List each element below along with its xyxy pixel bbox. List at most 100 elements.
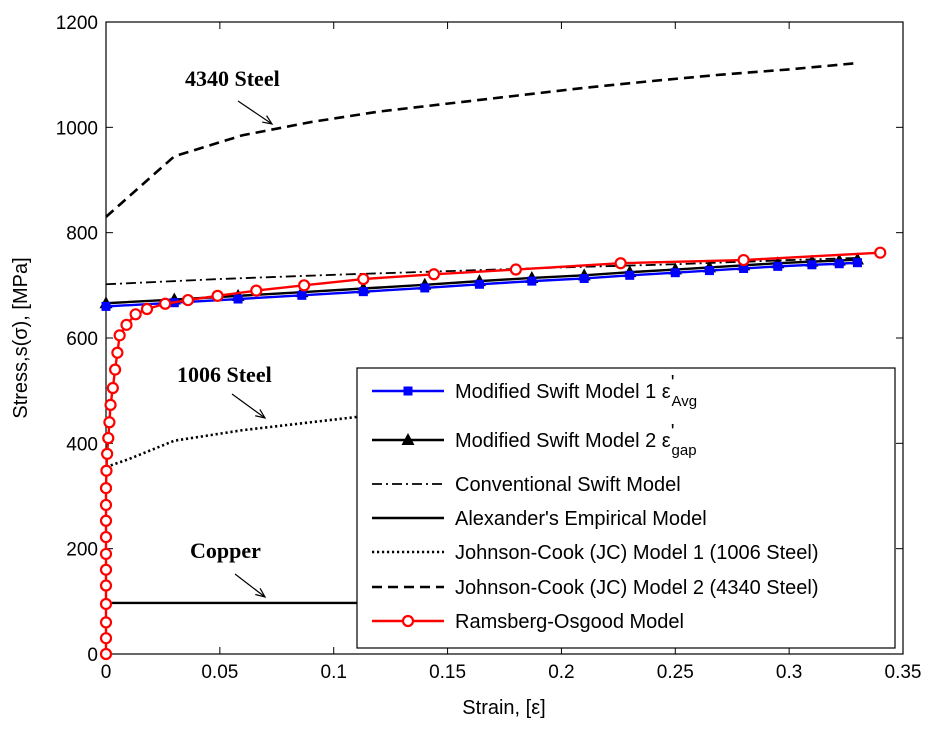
annotation-label: Copper: [190, 538, 261, 563]
data-point: [420, 283, 430, 293]
legend-marker: [401, 614, 415, 628]
y-tick-label: 400: [66, 434, 98, 455]
data-point: [99, 482, 113, 495]
x-tick-label: 0.3: [776, 662, 802, 683]
series-6: [99, 246, 887, 661]
y-tick-label: 200: [66, 540, 98, 561]
data-point: [109, 363, 122, 376]
data-point: [874, 246, 887, 259]
series-5: [105, 61, 858, 218]
data-point: [298, 279, 311, 292]
legend-label: Johnson-Cook (JC) Model 1 (1006 Steel): [455, 542, 819, 564]
data-point: [427, 268, 441, 281]
legend-label: Ramsberg-Osgood Model: [455, 611, 684, 633]
legend-item: Johnson-Cook (JC) Model 1 (1006 Steel): [372, 542, 819, 564]
series-4: [105, 415, 357, 469]
data-point: [159, 297, 172, 310]
data-point: [357, 272, 370, 286]
data-point: [129, 308, 142, 321]
data-point: [250, 284, 263, 297]
data-point: [807, 260, 817, 270]
data-point: [103, 416, 116, 429]
data-point: [670, 268, 680, 278]
legend-label: Modified Swift Model 1 ε' Avg: [455, 372, 697, 410]
data-point: [100, 464, 113, 477]
legend-item: Alexander's Empirical Model: [372, 508, 707, 530]
data-point: [704, 266, 714, 276]
data-point: [474, 279, 484, 289]
data-point: [509, 263, 522, 276]
data-point: [99, 579, 113, 592]
legend: Modified Swift Model 1 ε' Avg Modified Swi…: [356, 367, 896, 649]
axis-ticks: 0 0.05 0.1 0.15 0.2 0.25 0.3 0.35 0 200 400 600 800 1…: [56, 13, 922, 683]
annotation-arrowhead: [255, 588, 267, 598]
legend-marker: [403, 386, 413, 396]
legend-item: Johnson-Cook (JC) Model 2 (4340 Steel): [372, 577, 819, 599]
legend-label: Johnson-Cook (JC) Model 2 (4340 Steel): [455, 577, 819, 599]
data-point: [99, 632, 113, 645]
data-point: [99, 616, 113, 629]
data-point: [102, 431, 115, 445]
x-tick-label: 0.15: [429, 662, 466, 683]
data-point: [625, 270, 635, 280]
legend-item: Ramsberg-Osgood Model: [372, 611, 684, 633]
x-tick-label: 0.25: [657, 662, 694, 683]
legend-label: Conventional Swift Model: [455, 474, 681, 496]
y-tick-label: 1000: [56, 118, 98, 139]
x-tick-label: 0.2: [548, 662, 574, 683]
data-point: [614, 257, 627, 270]
data-point: [358, 287, 368, 297]
legend-item: Modified Swift Model 2 ε' gap: [372, 421, 697, 459]
data-point: [113, 329, 126, 342]
x-tick-label: 0: [101, 662, 112, 683]
y-tick-label: 1200: [56, 13, 98, 34]
y-tick-label: 800: [66, 224, 98, 245]
data-point: [211, 289, 224, 302]
data-point: [140, 302, 154, 316]
data-point: [99, 597, 113, 611]
annotation-arrow: [237, 100, 273, 125]
legend-label: Modified Swift Model 2 ε' gap: [455, 421, 697, 459]
data-point: [104, 398, 117, 411]
annotation-label: 1006 Steel: [177, 362, 272, 387]
x-tick-label: 0.05: [201, 662, 238, 683]
series-line: [105, 61, 858, 218]
legend-item: Modified Swift Model 1 ε' Avg: [372, 372, 697, 410]
y-tick-label: 600: [66, 329, 98, 350]
legend-item: Conventional Swift Model: [372, 474, 681, 496]
y-axis-label: Stress,s(σ), [MPa]: [10, 257, 32, 418]
data-point: [834, 259, 844, 269]
data-point: [120, 318, 133, 331]
data-point: [101, 301, 111, 311]
legend-label: Alexander's Empirical Model: [455, 508, 707, 530]
data-point: [111, 346, 124, 359]
legend-marker: [401, 433, 415, 445]
data-point: [579, 273, 589, 283]
series-line: [105, 415, 357, 469]
annotation-label: 4340 Steel: [185, 66, 280, 91]
series-2: [105, 257, 858, 286]
data-point: [99, 547, 113, 561]
data-point: [527, 276, 537, 286]
annotation-arrow: [234, 573, 266, 598]
data-point: [181, 293, 195, 307]
data-point: [101, 447, 114, 460]
series-0: [101, 258, 862, 311]
series-layer: [99, 61, 887, 661]
series-line: [104, 251, 881, 654]
x-axis-label: Strain, [ε]: [462, 697, 545, 719]
y-tick-label: 0: [87, 645, 98, 666]
x-tick-label: 0.1: [321, 662, 347, 683]
annotation-arrow: [231, 393, 266, 419]
legend-box: [356, 367, 896, 649]
data-point: [99, 647, 113, 661]
data-point: [99, 514, 113, 527]
data-point: [773, 261, 783, 271]
x-tick-label: 0.35: [885, 662, 922, 683]
data-point: [233, 294, 243, 304]
data-point: [99, 498, 113, 512]
series-line: [105, 257, 858, 286]
data-point: [852, 258, 862, 268]
data-point: [99, 563, 113, 576]
